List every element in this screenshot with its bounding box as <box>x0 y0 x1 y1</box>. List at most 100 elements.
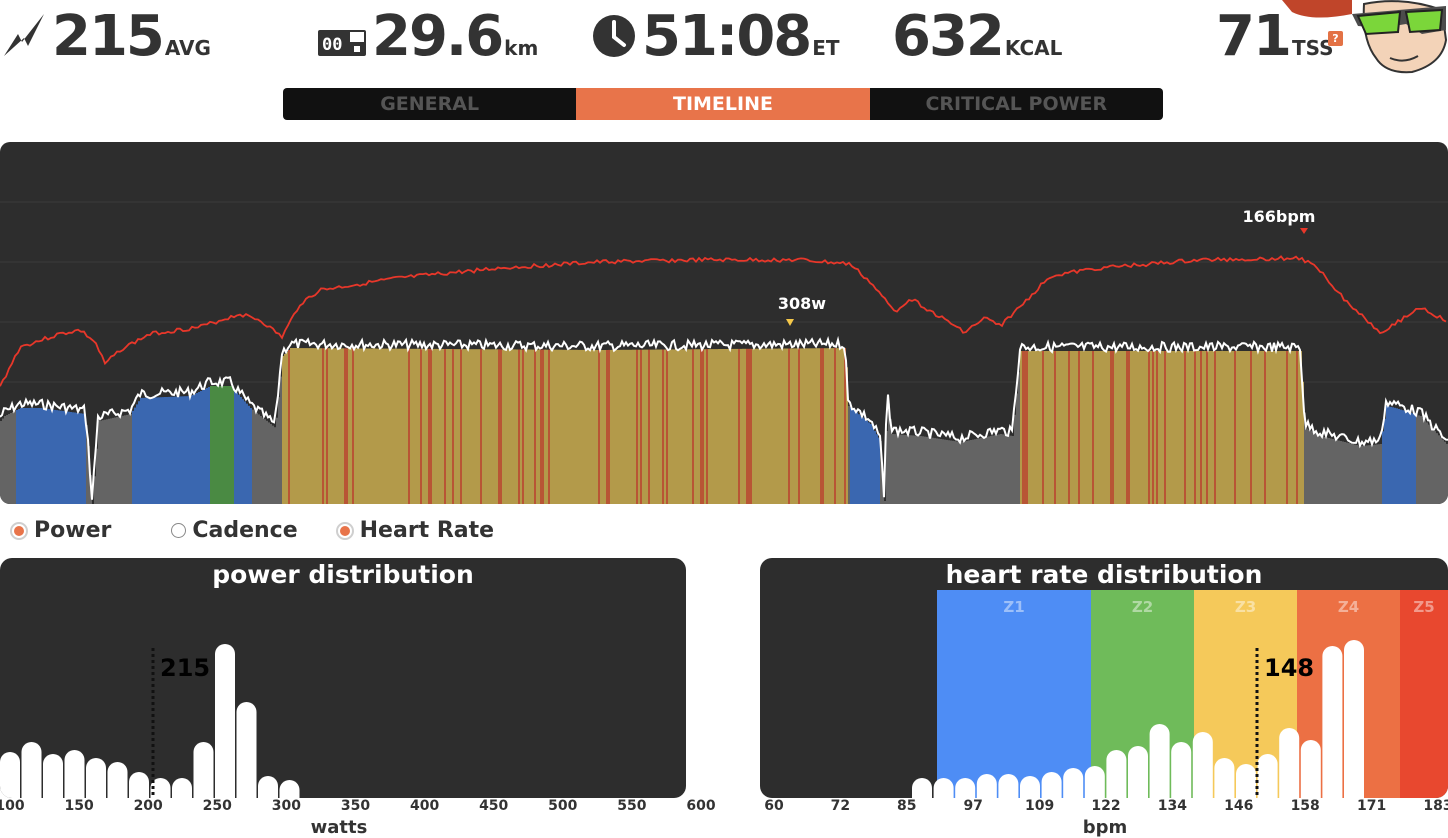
heart-rate-tick-label: 171 <box>1356 798 1387 814</box>
heart-rate-toggle[interactable] <box>335 521 354 540</box>
hr-dist-bar <box>1214 758 1235 798</box>
power-tick-label: 200 <box>133 798 163 814</box>
power-zone-bar <box>184 396 186 504</box>
power-zone-bar <box>708 349 710 504</box>
power-zone-bar <box>1322 436 1324 504</box>
power-zone-bar <box>750 348 752 504</box>
power-zone-bar <box>1290 351 1292 504</box>
power-zone-bar <box>1086 351 1088 504</box>
tab-critical-power[interactable]: CRITICAL POWER <box>925 93 1108 115</box>
power-zone-bar <box>1256 351 1258 504</box>
power-zone-bar <box>650 349 652 504</box>
power-zone-bar <box>1360 446 1362 504</box>
power-zone-bar <box>1410 412 1412 504</box>
power-zone-bar <box>1370 445 1372 504</box>
power-zone-bar <box>558 349 560 504</box>
avg-power-value: 215 <box>52 4 165 69</box>
power-zone-bar <box>970 440 972 504</box>
power-zone-bar <box>644 349 646 504</box>
legend-power-label: Power <box>34 518 112 543</box>
power-zone-bar <box>1070 351 1072 504</box>
power-zone-bar <box>756 348 758 504</box>
power-zone-bar <box>300 348 302 504</box>
power-zone-bar <box>770 348 772 504</box>
tab-general[interactable]: GENERAL <box>380 93 480 115</box>
power-zone-bar <box>460 349 462 504</box>
power-zone-bar <box>670 349 672 504</box>
power-zone-bar <box>84 413 86 504</box>
tss-help-button[interactable]: ? <box>1328 31 1343 46</box>
power-zone-bar <box>106 419 108 504</box>
power-toggle[interactable] <box>10 521 28 540</box>
legend-cadence[interactable]: Cadence <box>171 518 298 543</box>
ride-timeline-chart[interactable]: 308w 166bpm <box>0 142 1448 504</box>
power-zone-bar <box>680 349 682 504</box>
power-zone-bar <box>1000 434 1002 504</box>
power-zone-bar <box>1126 351 1128 504</box>
power-zone-bar <box>180 396 182 504</box>
power-zone-bar <box>32 408 34 504</box>
power-zone-bar <box>376 348 378 504</box>
power-zone-bar <box>1102 351 1104 504</box>
power-zone-bar <box>1166 351 1168 504</box>
power-zone-bar <box>788 348 790 504</box>
power-zone-bar <box>916 435 918 504</box>
tab-timeline[interactable]: TIMELINE <box>576 88 870 120</box>
power-zone-bar <box>480 349 482 504</box>
power-zone-bar <box>160 397 162 504</box>
hr-dist-bar <box>1041 772 1062 798</box>
power-zone-bar <box>328 348 330 504</box>
power-zone-bar <box>162 397 164 504</box>
legend-heart-rate[interactable]: Heart Rate <box>335 518 494 543</box>
cadence-toggle[interactable] <box>171 523 187 538</box>
power-zone-bar <box>218 386 220 504</box>
power-zone-bar <box>130 414 132 504</box>
power-zone-bar <box>568 349 570 504</box>
heart-rate-avg-label: 148 <box>1264 654 1315 682</box>
power-zone-bar <box>732 348 734 504</box>
power-zone-bar <box>1028 351 1030 504</box>
power-zone-bar <box>1110 351 1112 504</box>
power-zone-bar <box>144 397 146 504</box>
power-zone-bar <box>422 348 424 504</box>
power-zone-bar <box>578 349 580 504</box>
power-zone-bar <box>1240 351 1242 504</box>
power-zone-bar <box>278 397 280 504</box>
power-zone-bar <box>1132 351 1134 504</box>
power-zone-bar <box>988 436 990 504</box>
heart-rate-tick-label: 109 <box>1024 798 1055 814</box>
power-zone-bar <box>1252 351 1254 504</box>
power-zone-bar <box>100 420 102 504</box>
power-zone-bar <box>196 393 198 504</box>
power-zone-bar <box>936 438 938 504</box>
power-zone-bar <box>1128 351 1130 504</box>
power-zone-bar <box>984 437 986 504</box>
power-zone-bar <box>972 439 974 504</box>
legend-power[interactable]: Power <box>10 518 111 543</box>
power-zone-bar <box>826 348 828 504</box>
power-zone-bar <box>694 349 696 504</box>
power-zone-bar <box>946 439 948 504</box>
power-zone-bar <box>440 349 442 504</box>
power-zone-bar <box>520 349 522 504</box>
hr-dist-bar <box>1257 754 1278 798</box>
power-zone-bar <box>1442 439 1444 504</box>
power-dist-bar <box>150 778 171 798</box>
power-zone-bar <box>398 348 400 504</box>
power-zone-bar <box>1202 351 1204 504</box>
power-zone-bar <box>1024 351 1026 504</box>
power-zone-bar <box>1078 351 1080 504</box>
power-zone-bar <box>532 349 534 504</box>
power-zone-bar <box>1330 438 1332 504</box>
power-zone-bar <box>596 350 598 504</box>
power-zone-bar <box>102 420 104 504</box>
power-zone-bar <box>938 438 940 504</box>
power-zone-bar <box>692 349 694 504</box>
power-zone-bar <box>1262 351 1264 504</box>
power-zone-bar <box>1358 445 1360 504</box>
power-zone-bar <box>178 396 180 504</box>
power-zone-bar <box>998 434 1000 504</box>
power-zone-bar <box>1210 351 1212 504</box>
power-zone-bar <box>1006 435 1008 504</box>
power-zone-bar <box>728 349 730 504</box>
